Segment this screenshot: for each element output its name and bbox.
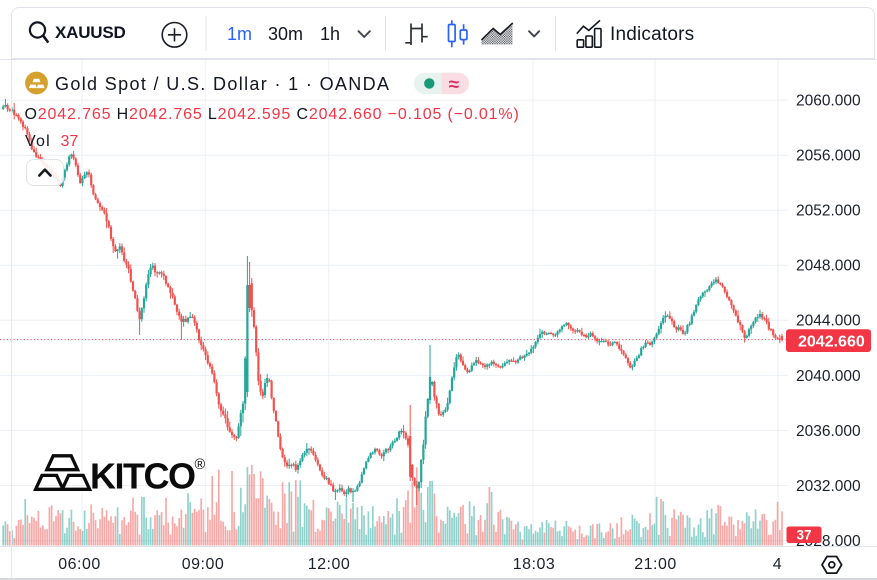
svg-text:2048.000: 2048.000 (796, 258, 861, 275)
svg-text:06:00: 06:00 (58, 556, 101, 573)
svg-text:2036.000: 2036.000 (796, 423, 861, 440)
svg-text:≈: ≈ (449, 74, 460, 95)
svg-text:21:00: 21:00 (634, 556, 677, 573)
svg-text:®: ® (195, 457, 206, 473)
svg-text:09:00: 09:00 (182, 556, 225, 573)
svg-text:12:00: 12:00 (308, 556, 351, 573)
svg-text:2032.000: 2032.000 (796, 478, 861, 495)
svg-text:37: 37 (796, 528, 811, 543)
svg-text:2040.000: 2040.000 (796, 368, 861, 385)
svg-text:KITCO: KITCO (90, 456, 195, 497)
svg-text:2056.000: 2056.000 (796, 148, 861, 165)
svg-text:2042.660: 2042.660 (798, 333, 865, 350)
svg-text:2044.000: 2044.000 (796, 313, 861, 330)
svg-text:18:03: 18:03 (513, 556, 556, 573)
svg-text:4: 4 (773, 556, 782, 573)
svg-text:2052.000: 2052.000 (796, 203, 861, 220)
svg-text:2060.000: 2060.000 (796, 93, 861, 110)
